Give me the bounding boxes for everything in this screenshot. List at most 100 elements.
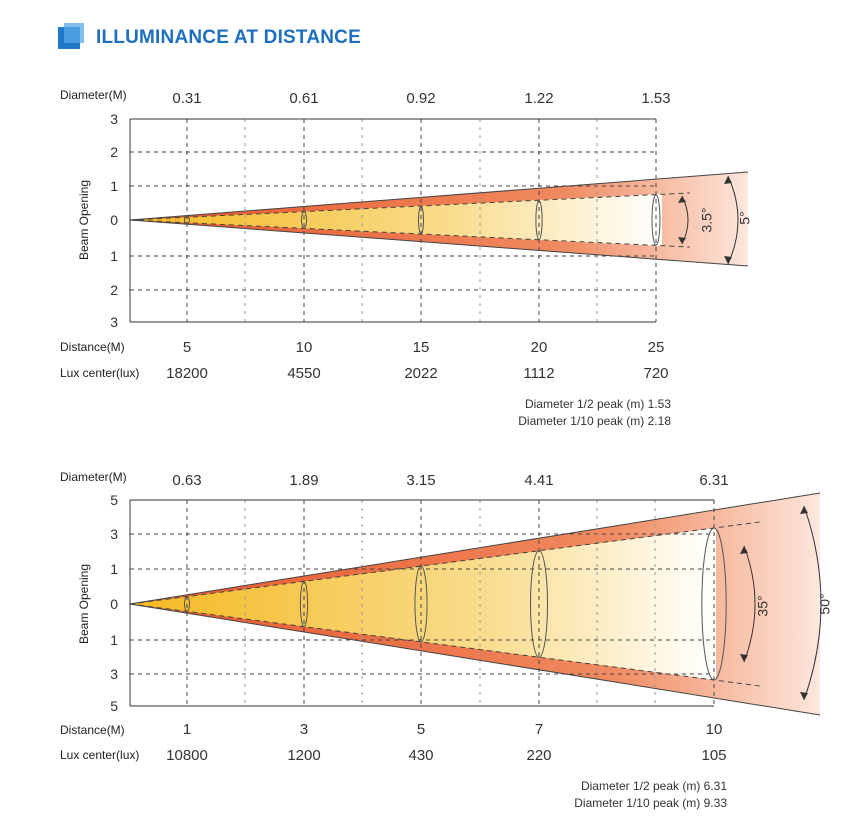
diameter-value: 0.31: [172, 90, 201, 107]
y-tick-label: 3: [110, 111, 118, 127]
distance-value: 25: [648, 339, 665, 356]
diameter-value: 0.92: [406, 90, 435, 107]
distance-value: 3: [300, 721, 308, 738]
diameter-labels: 0.31 0.61 0.92 1.22 1.53: [172, 90, 670, 107]
inner-angle-label: 3.5°: [699, 207, 715, 232]
y-axis-label: Beam Opening: [77, 180, 91, 260]
chart-2: 35° 50° Diameter(M) 0.63 1.89 3.15 4.41 6.31…: [60, 470, 833, 810]
diameter-value: 0.63: [172, 472, 201, 489]
lux-labels: 10800 1200 430 220 105: [166, 747, 726, 764]
y-tick-label: 1: [110, 178, 118, 194]
distance-value: 5: [183, 339, 191, 356]
lux-value: 220: [526, 747, 551, 764]
lux-axis-label: Lux center(lux): [60, 366, 139, 380]
lux-value: 720: [643, 365, 668, 382]
grid: [129, 118, 657, 323]
inner-beam-line: [129, 192, 691, 221]
diameter-value: 1.22: [524, 90, 553, 107]
lux-value: 4550: [287, 365, 320, 382]
beam-cross-section-ellipse: [651, 194, 661, 246]
lux-value: 2022: [404, 365, 437, 382]
diameter-value: 1.89: [289, 472, 318, 489]
outer-angle-label: 5°: [737, 211, 753, 224]
y-tick-label: 1: [110, 632, 118, 648]
grid: [129, 499, 715, 707]
y-tick-label: 3: [110, 314, 118, 330]
distance-value: 15: [413, 339, 430, 356]
beam-cross-section-ellipse: [414, 565, 428, 643]
outer-beam-line: [129, 492, 821, 605]
inner-angle-marker: [678, 195, 689, 245]
diameter-value: 6.31: [699, 472, 728, 489]
outer-angle-marker: [800, 505, 822, 701]
beam-cone-inner: [130, 528, 716, 680]
beam-cross-section-ellipse: [299, 580, 309, 628]
inner-beam-line: [129, 219, 691, 248]
outer-angle-marker: [724, 175, 739, 265]
beam-cross-section-ellipse: [529, 550, 549, 658]
diameter-value: 3.15: [406, 472, 435, 489]
distance-value: 10: [706, 721, 723, 738]
y-tick-labels: 3 2 1 0 1 2 3: [110, 111, 118, 330]
inner-angle-label: 35°: [755, 595, 771, 616]
distance-value: 10: [296, 339, 313, 356]
lux-value: 430: [408, 747, 433, 764]
beam-cross-section-ellipse: [535, 200, 543, 240]
y-tick-labels: 5 3 1 0 1 3 5: [110, 492, 118, 714]
distance-labels: 5 10 15 20 25: [183, 339, 665, 356]
y-tick-label: 5: [110, 492, 118, 508]
lux-value: 18200: [166, 365, 208, 382]
chart-1: 3.5° 5° Diameter(M) 0.31 0.61 0.92 1.22 1.53…: [60, 88, 753, 428]
lux-value: 105: [701, 747, 726, 764]
outer-angle-label: 50°: [817, 593, 833, 614]
outer-beam-line: [129, 603, 821, 716]
distance-axis-label: Distance(M): [60, 340, 125, 354]
diameter-axis-label: Diameter(M): [60, 88, 127, 102]
diameter-value: 1.53: [641, 90, 670, 107]
y-tick-label: 1: [110, 248, 118, 264]
diameter-value: 0.61: [289, 90, 318, 107]
note-tenth-peak: Diameter 1/10 peak (m) 9.33: [574, 796, 727, 810]
outer-beam-line: [129, 171, 749, 221]
page-title: ILLUMINANCE AT DISTANCE: [96, 27, 361, 48]
inner-angle-marker: [740, 545, 756, 663]
y-tick-label: 0: [110, 596, 118, 612]
square-logo-icon: [58, 23, 84, 51]
lux-axis-label: Lux center(lux): [60, 748, 139, 762]
distance-value: 20: [531, 339, 548, 356]
y-tick-label: 3: [110, 526, 118, 542]
inner-beam-line: [129, 603, 761, 687]
lux-value: 10800: [166, 747, 208, 764]
note-half-peak: Diameter 1/2 peak (m) 1.53: [525, 397, 671, 411]
beam-cross-sections: [184, 527, 727, 681]
distance-value: 5: [417, 721, 425, 738]
y-tick-label: 0: [110, 212, 118, 228]
note-tenth-peak: Diameter 1/10 peak (m) 2.18: [518, 414, 671, 428]
inner-beam-line: [129, 521, 761, 605]
distance-axis-label: Distance(M): [60, 723, 125, 737]
diameter-axis-label: Diameter(M): [60, 470, 127, 484]
y-tick-label: 2: [110, 282, 118, 298]
diameter-labels: 0.63 1.89 3.15 4.41 6.31: [172, 472, 728, 489]
beam-cross-section-ellipse: [184, 215, 190, 225]
y-tick-label: 2: [110, 144, 118, 160]
y-axis-label: Beam Opening: [77, 564, 91, 644]
y-tick-label: 3: [110, 666, 118, 682]
diameter-value: 4.41: [524, 472, 553, 489]
y-tick-label: 5: [110, 698, 118, 714]
beam-cross-section-ellipse: [301, 211, 307, 229]
beam-cone-inner: [130, 194, 662, 246]
distance-value: 1: [183, 721, 191, 738]
distance-value: 7: [535, 721, 543, 738]
beam-cross-section-ellipse: [701, 527, 727, 681]
lux-labels: 18200 4550 2022 1112 720: [166, 365, 668, 382]
distance-labels: 1 3 5 7 10: [183, 721, 723, 738]
beam-cross-section-ellipse: [184, 596, 190, 612]
section-header: ILLUMINANCE AT DISTANCE: [58, 22, 361, 54]
lux-value: 1200: [287, 747, 320, 764]
outer-beam-line: [129, 219, 749, 267]
beam-cross-section-ellipse: [418, 205, 424, 235]
beam-cross-sections: [184, 194, 661, 246]
y-tick-label: 1: [110, 561, 118, 577]
